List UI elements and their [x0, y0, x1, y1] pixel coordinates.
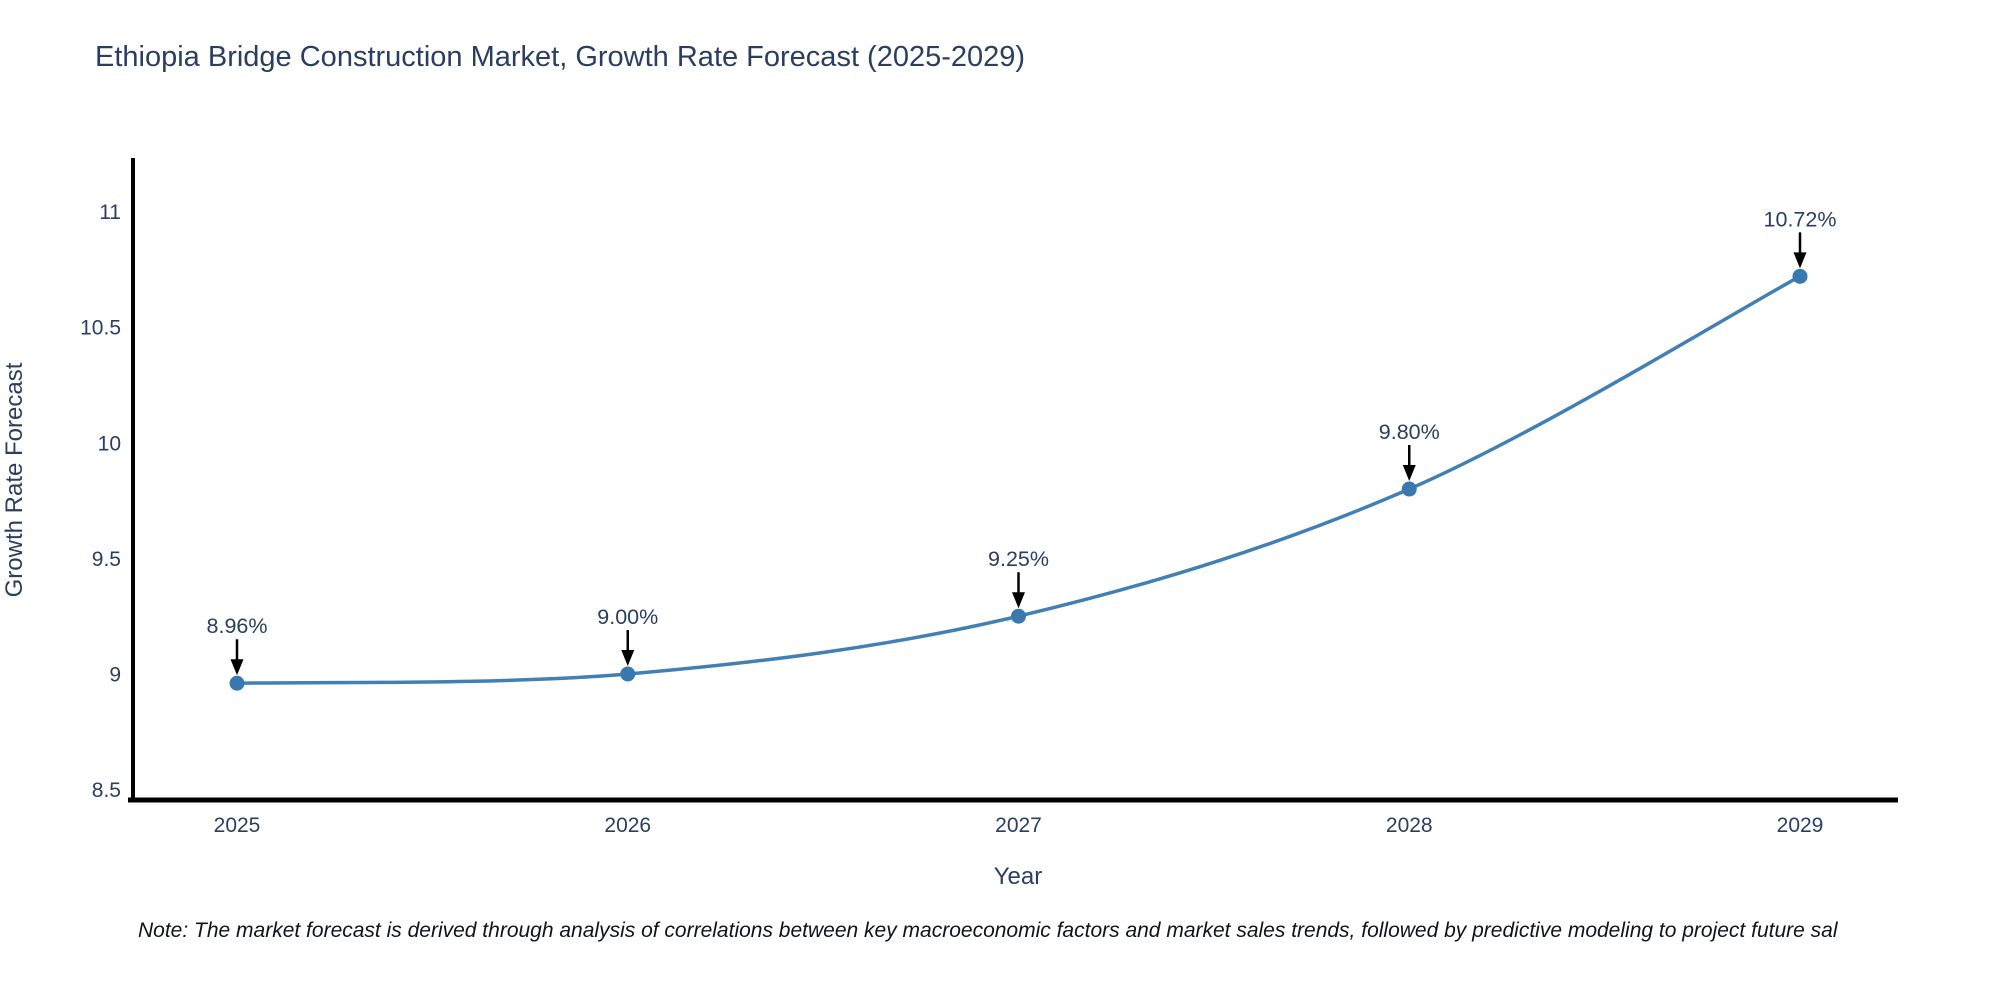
- footnote: Note: The market forecast is derived thr…: [138, 919, 1838, 942]
- data-point-2026: [620, 666, 636, 682]
- y-tick-label: 10: [98, 432, 121, 455]
- y-axis-tick-labels: 8.5 9 9.5 10 10.5 11: [80, 201, 121, 802]
- chart-title: Ethiopia Bridge Construction Market, Gro…: [95, 41, 1025, 73]
- annotation-arrowhead-icon: [230, 659, 244, 676]
- annotation-label: 9.25%: [988, 547, 1049, 571]
- x-tick-label: 2025: [214, 814, 261, 837]
- annotation-label: 8.96%: [207, 614, 268, 638]
- data-series: [229, 268, 1808, 691]
- annotation-label: 9.80%: [1379, 420, 1440, 444]
- y-tick-label: 8.5: [92, 779, 121, 802]
- y-tick-label: 9: [109, 663, 121, 686]
- x-tick-label: 2027: [995, 814, 1042, 837]
- x-tick-label: 2026: [604, 814, 651, 837]
- annotation-label: 10.72%: [1764, 207, 1837, 231]
- x-tick-label: 2029: [1777, 814, 1824, 837]
- data-point-2025: [229, 675, 245, 691]
- annotation-arrowhead-icon: [1012, 592, 1025, 609]
- annotation-arrowhead-icon: [1402, 465, 1416, 482]
- point-annotations: 8.96% 9.00% 9.25% 9.80% 10.72%: [207, 207, 1837, 676]
- y-tick-label: 11: [99, 201, 121, 224]
- series-line: [235, 274, 1802, 685]
- y-axis-title: Growth Rate Forecast: [1, 362, 28, 597]
- data-point-2027: [1011, 608, 1026, 624]
- y-tick-label: 9.5: [92, 548, 121, 571]
- x-axis-tick-labels: 2025 2026 2027 2028 2029: [214, 814, 1824, 837]
- annotation-label: 9.00%: [597, 605, 658, 629]
- x-axis-title: Year: [994, 863, 1043, 890]
- x-tick-label: 2028: [1386, 814, 1433, 837]
- annotation-arrowhead-icon: [1793, 252, 1807, 269]
- data-point-2029: [1792, 268, 1808, 284]
- annotation-arrowhead-icon: [621, 649, 635, 666]
- data-point-2028: [1401, 481, 1417, 497]
- y-tick-label: 10.5: [80, 317, 121, 340]
